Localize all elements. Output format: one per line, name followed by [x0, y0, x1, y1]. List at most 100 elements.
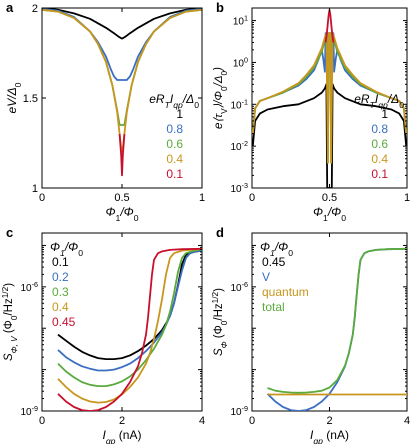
y-axis-label-part: (Φ	[213, 325, 225, 341]
y-tick-label: 1.5	[23, 93, 38, 105]
y-axis-label: eV/Δ0	[5, 82, 23, 113]
y-axis-label-part: Φ	[220, 341, 229, 348]
legend-title-part: /Δ	[387, 92, 399, 106]
x-axis-label-part: (nA)	[115, 428, 141, 442]
series-line-2	[57, 249, 202, 372]
legend-title-part: Φ	[50, 240, 60, 254]
y-tick-label-part: -3	[242, 181, 248, 190]
y-tick-label: 10-3	[230, 181, 248, 196]
legend-title-part: /Φ	[274, 240, 288, 254]
legend-title: eRTIqp/Δ0	[149, 92, 199, 110]
x-axis-label-part: 0	[134, 213, 139, 223]
y-tick-label: 10-1	[230, 97, 248, 112]
legend-title: Φ1/Φ0	[50, 240, 83, 258]
y-tick-label: 10-2	[230, 139, 248, 154]
x-axis-label: Iqp (nA)	[310, 428, 349, 444]
y-axis-label-part: S	[213, 348, 225, 356]
y-tick-label-part: -9	[242, 404, 248, 413]
y-tick-label-part: 10	[233, 58, 245, 69]
series-group	[252, 9, 407, 188]
legend-entry: V	[262, 270, 270, 284]
y-axis-label: e⟨τV⟩/Φ0/Δ0)	[213, 67, 229, 129]
series-line-4	[42, 8, 202, 153]
x-tick-label: 0	[39, 192, 45, 204]
legend-entry: 0.45	[52, 315, 76, 329]
y-tick-label: 2	[32, 3, 38, 15]
series-line-2	[42, 8, 202, 81]
y-tick-label: 10-9	[20, 404, 38, 419]
x-axis-label: Φ1/Φ0	[313, 205, 346, 223]
y-axis-label-part: )	[213, 288, 225, 292]
legend-title-part: 1	[60, 248, 65, 258]
y-tick-label: 10-9	[230, 404, 248, 419]
panel-label: a	[6, 0, 14, 15]
x-tick-label: 4	[199, 415, 205, 427]
legend-title-part: T	[165, 100, 171, 110]
y-tick-label-part: 1	[244, 13, 248, 22]
y-tick-label: 101	[233, 13, 248, 28]
y-axis-label-part: /Hz	[213, 303, 225, 321]
x-tick-label: 1	[199, 192, 205, 204]
legend-title-part: T	[370, 100, 376, 110]
y-axis-label-part: eV/Δ	[5, 87, 19, 113]
y-axis-label-part: )	[3, 283, 15, 287]
series-line-5	[118, 133, 126, 177]
y-axis-label-part: 0	[220, 86, 229, 91]
y-axis-label-part: /Δ	[213, 75, 225, 87]
series-line-3	[267, 247, 407, 394]
legend-entry: 0.8	[166, 122, 183, 136]
y-axis-label-part: 0	[10, 315, 19, 320]
y-tick-label-part: -6	[32, 279, 38, 288]
y-axis-label: SΦ, V (Φ0/Hz1/2)	[1, 283, 19, 361]
legend-entry: 1	[381, 107, 388, 121]
series-line-3	[57, 248, 202, 387]
legend-entry: 0.4	[166, 152, 183, 166]
y-tick-label-part: 10	[230, 184, 242, 195]
x-axis-label-part: Φ	[105, 205, 115, 219]
y-tick-label-part: 10	[233, 17, 245, 28]
y-axis-label-part: 0	[13, 82, 23, 87]
legend-title-part: I	[170, 92, 174, 106]
y-tick-label-part: -1	[242, 97, 248, 106]
x-axis-label-part: qp	[313, 436, 323, 444]
legend-title-part: qp	[378, 100, 388, 110]
y-tick-label-part: 10	[230, 407, 242, 418]
y-axis-label-part: 0	[220, 320, 229, 325]
x-axis-label-part: I	[103, 428, 107, 442]
x-axis-label-part: /Φ	[119, 205, 133, 219]
legend-title-part: I	[375, 92, 379, 106]
y-axis-label-part: Φ, V	[10, 335, 19, 354]
y-axis-label-part: e⟨τ	[213, 113, 225, 129]
x-tick-label: 2	[326, 415, 332, 427]
x-axis-label: Φ1/Φ0	[105, 205, 138, 223]
legend-title-part: eR	[149, 92, 165, 106]
y-axis-label-part: S	[3, 353, 15, 361]
y-axis-label-part: )	[213, 67, 225, 73]
series-group	[266, 247, 407, 411]
y-tick-label-part: -6	[242, 279, 248, 288]
legend-title: eRTIqp/Δ0	[354, 92, 404, 110]
series-line-1	[57, 249, 202, 360]
y-tick-label-part: -2	[242, 139, 248, 148]
x-axis-label-part: (nA)	[323, 428, 349, 442]
legend-title-part: 1	[270, 248, 275, 258]
x-tick-label: 0	[249, 192, 255, 204]
legend-entry: 1	[176, 107, 183, 121]
x-axis-label-part: qp	[106, 436, 116, 444]
legend-entry: 0.6	[371, 137, 388, 151]
legend-entry: 0.1	[166, 167, 183, 181]
series-line-4	[252, 32, 407, 164]
legend-title-part: /Δ	[182, 92, 194, 106]
y-tick-label: 100	[233, 55, 248, 70]
series-line-4	[57, 248, 202, 404]
panel-label: d	[216, 225, 224, 240]
series-line-1	[252, 83, 407, 188]
x-axis-label-part: 1	[116, 213, 121, 223]
x-tick-label: 0.5	[322, 192, 337, 204]
x-tick-label: 1	[404, 192, 410, 204]
y-axis-label-part: 1/2	[1, 286, 10, 298]
legend-title-part: Φ	[260, 240, 270, 254]
series-group	[42, 8, 202, 177]
y-axis-label-part: ⟩/Φ	[213, 91, 225, 109]
